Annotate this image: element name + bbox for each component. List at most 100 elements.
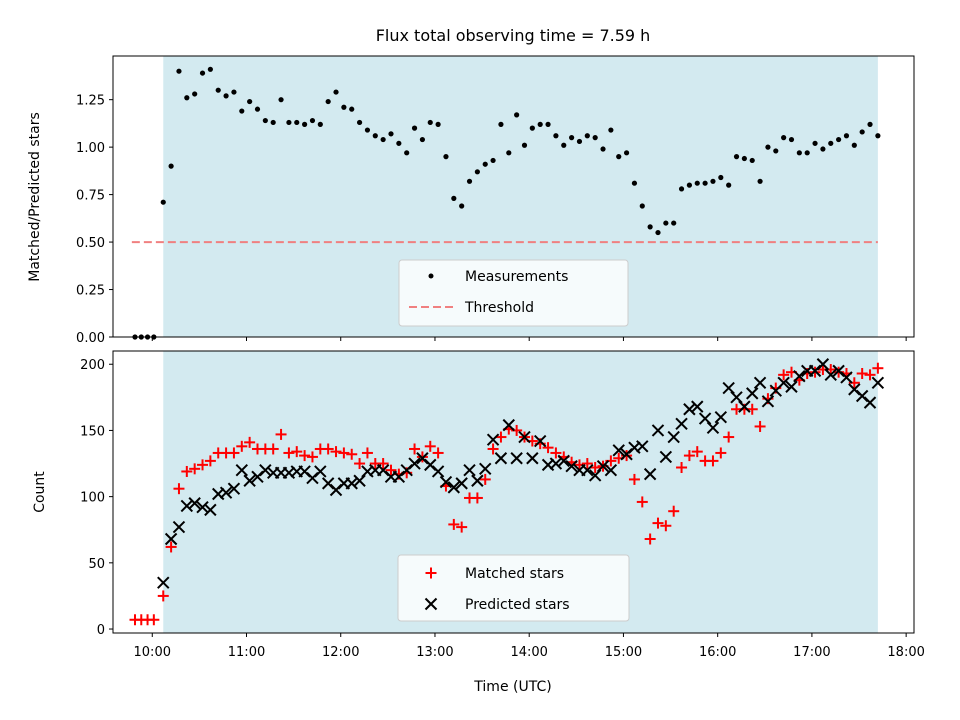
predicted-point <box>345 477 358 490</box>
predicted-point <box>840 371 853 384</box>
measurement-point <box>796 150 802 156</box>
measurement-point <box>192 91 198 97</box>
measurement-point <box>427 119 433 126</box>
measurement-point <box>788 136 795 143</box>
matched-point <box>204 455 216 467</box>
predicted-point-b <box>235 463 248 477</box>
predicted-point <box>636 440 649 453</box>
matched-point <box>723 431 735 443</box>
predicted-point <box>643 467 657 481</box>
measurement-point <box>859 129 865 135</box>
predicted-point <box>526 452 539 465</box>
legend-marker-matched <box>425 567 437 579</box>
measurement-point <box>804 150 810 156</box>
predicted-point <box>471 474 484 487</box>
measurement-points <box>132 66 881 340</box>
matched-point <box>228 447 240 459</box>
predicted-point <box>235 463 248 477</box>
predicted-point <box>204 503 217 517</box>
measurement-point <box>757 178 763 184</box>
bottom-y-axis-label: Count <box>32 471 48 513</box>
predicted-point <box>588 469 602 482</box>
matched-point <box>361 447 373 459</box>
predicted-point <box>785 380 798 393</box>
predicted-point-b <box>738 400 751 413</box>
matched-point <box>856 368 868 380</box>
measurement-point <box>215 87 221 93</box>
matched-point <box>660 520 672 532</box>
measurement-point <box>459 203 465 209</box>
predicted-point-b <box>871 376 885 389</box>
measurement-point <box>616 154 622 160</box>
measurement-point <box>341 104 347 110</box>
predicted-point <box>596 459 610 473</box>
predicted-point <box>157 576 170 589</box>
measurement-point <box>545 121 551 127</box>
measurement-point <box>223 93 229 99</box>
matched-point <box>165 541 177 553</box>
measurement-point <box>623 150 630 156</box>
predicted-point <box>612 444 625 457</box>
predicted-point-b <box>259 463 272 477</box>
matched-points <box>129 362 884 626</box>
matched-point <box>306 451 318 463</box>
predicted-point-b <box>321 477 335 490</box>
legend-predicted-marker-b <box>424 597 438 611</box>
matched-point <box>157 590 169 602</box>
predicted-point-b <box>581 463 594 477</box>
matched-point <box>487 443 499 455</box>
predicted-point-b <box>565 459 578 473</box>
predicted-point-b <box>172 520 186 534</box>
predicted-point <box>777 376 790 389</box>
matched-point <box>715 447 727 459</box>
measurement-point <box>294 119 300 126</box>
measurement-point <box>608 127 614 133</box>
predicted-point-b <box>730 391 743 404</box>
predicted-point-b <box>243 474 256 487</box>
measurement-point <box>333 89 339 95</box>
predicted-point-b <box>855 389 869 403</box>
matched-point <box>322 443 334 455</box>
matched-point <box>299 450 311 462</box>
predicted-point-b <box>698 412 712 425</box>
predicted-point-b <box>840 371 853 384</box>
top-y-tick-label: 0.50 <box>76 236 105 251</box>
matched-point <box>244 436 256 448</box>
predicted-point <box>494 452 508 465</box>
measurement-point <box>199 70 206 76</box>
predicted-point-b <box>549 457 563 470</box>
top-panel: 0.00 0.25 0.50 0.75 1.00 1.25 Measurements Th… <box>76 55 915 346</box>
measurement-point <box>553 133 559 139</box>
predicted-point-b <box>424 458 437 472</box>
measurement-point <box>349 106 355 112</box>
top-y-ticks: 0.00 0.25 0.50 0.75 1.00 1.25 <box>76 94 113 346</box>
predicted-point <box>730 391 743 404</box>
measurement-point <box>671 220 677 226</box>
top-y-tick-label: 1.25 <box>76 94 105 109</box>
matched-point <box>189 463 201 475</box>
top-y-tick-label: 0.75 <box>76 189 105 204</box>
matched-point <box>628 473 640 485</box>
predicted-point <box>549 457 563 470</box>
x-tick-label: 13:00 <box>416 645 453 660</box>
predicted-point <box>746 387 759 400</box>
predicted-point-b <box>345 477 358 490</box>
measurement-point <box>875 133 881 139</box>
chart-title: Flux total observing time = 7.59 h <box>376 26 651 45</box>
matched-point <box>746 403 758 415</box>
measurement-point <box>490 157 496 164</box>
predicted-point <box>698 412 712 425</box>
measurement-point <box>404 150 410 156</box>
predicted-point <box>408 457 421 470</box>
predicted-points <box>157 358 885 589</box>
measurement-point <box>317 121 323 127</box>
top-y-tick-label: 0.25 <box>76 284 105 299</box>
predicted-point <box>738 400 751 413</box>
bottom-y-tick-label: 0 <box>97 623 105 638</box>
legend-label-predicted: Predicted stars <box>465 597 570 613</box>
measurement-point <box>168 163 174 169</box>
matched-point <box>456 521 468 533</box>
x-tick-label: 10:00 <box>134 645 171 660</box>
predicted-point-b <box>463 463 476 477</box>
predicted-point-b <box>431 465 445 478</box>
